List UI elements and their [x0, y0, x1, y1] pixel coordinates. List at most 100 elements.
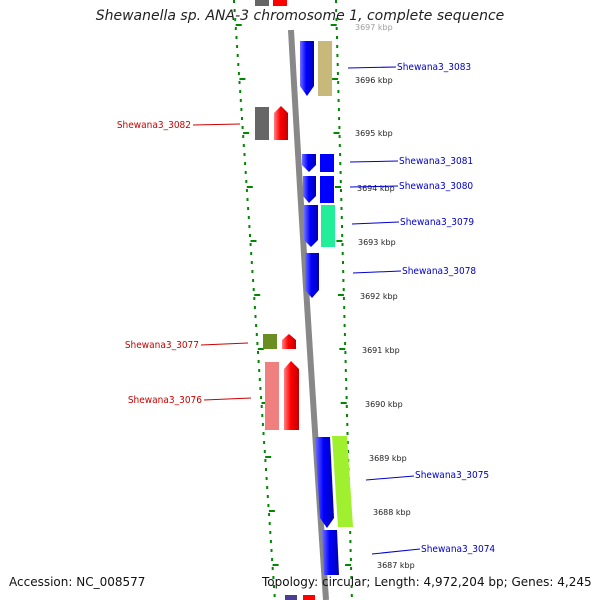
ruler-dot — [336, 45, 339, 48]
ruler-dot — [339, 171, 342, 174]
ruler-dot — [346, 432, 349, 435]
ruler-major-tick — [332, 78, 339, 80]
ruler-major-tick — [254, 294, 261, 296]
ruler-dot — [336, 63, 339, 66]
ruler-dot — [343, 306, 346, 309]
accession-text: Accession: NC_008577 — [9, 575, 146, 589]
label-leader-line — [351, 221, 400, 225]
ruler-dot — [335, 0, 337, 3]
gene-shewana3-3076[interactable]: Shewana3_3076 — [128, 361, 299, 430]
sequence-ruler — [233, 0, 353, 597]
kbp-label: 3690 kbp — [365, 400, 403, 409]
ruler-dot — [236, 45, 239, 48]
gene-label[interactable]: Shewana3_3082 — [117, 120, 191, 131]
gene-shewana3-3083[interactable]: Shewana3_3083 — [300, 41, 471, 96]
gene-arrow-forward[interactable] — [304, 205, 318, 247]
gene-shewana3-3082[interactable]: Shewana3_3082 — [117, 106, 288, 140]
ruler-dot — [253, 306, 256, 309]
ruler-dot — [245, 180, 248, 183]
ruler-dot — [341, 243, 344, 246]
ruler-dot — [260, 396, 263, 399]
ruler-dot — [239, 90, 242, 93]
gene-arrow-reverse[interactable] — [282, 334, 296, 349]
partial-gene-arrow — [273, 0, 287, 6]
ruler-dot — [336, 54, 339, 57]
ruler-dot — [261, 414, 264, 417]
gene-label[interactable]: Shewana3_3083 — [397, 62, 471, 73]
ruler-dot — [265, 468, 267, 471]
gene-label[interactable]: Shewana3_3078 — [402, 266, 476, 277]
ruler-dot — [349, 558, 352, 561]
gene-shewana3-3081[interactable]: Shewana3_3081 — [302, 154, 473, 172]
gene-shewana3-3075[interactable]: Shewana3_3075 — [315, 436, 489, 528]
cog-box — [318, 41, 332, 96]
ruler-dot — [239, 99, 242, 102]
partial-top-features — [255, 0, 315, 600]
ruler-dot — [338, 117, 341, 120]
ruler-dot — [337, 90, 340, 93]
ruler-dot — [233, 9, 236, 12]
gene-shewana3-3080[interactable]: Shewana3_3080 — [303, 176, 473, 203]
ruler-dot — [252, 288, 255, 291]
cog-box — [263, 334, 277, 349]
label-leader-line — [349, 160, 399, 163]
ruler-dot — [343, 333, 346, 336]
ruler-dot — [256, 342, 259, 345]
ruler-dot — [269, 540, 272, 543]
gene-label[interactable]: Shewana3_3074 — [421, 544, 495, 555]
ruler-dot — [246, 198, 249, 201]
ruler-dot — [237, 72, 240, 75]
ruler-dot — [349, 549, 352, 552]
gene-label[interactable]: Shewana3_3081 — [399, 156, 473, 167]
ruler-dot — [271, 558, 274, 561]
gene-arrow-forward[interactable] — [303, 176, 316, 203]
gene-arrow-forward[interactable] — [315, 437, 334, 528]
ruler-dot — [340, 207, 343, 210]
ruler-dot — [338, 126, 341, 129]
gene-label[interactable]: Shewana3_3080 — [399, 181, 473, 192]
gene-label[interactable]: Shewana3_3079 — [400, 217, 474, 228]
ruler-major-tick — [265, 456, 272, 458]
ruler-dot — [344, 369, 347, 372]
gene-shewana3-3077[interactable]: Shewana3_3077 — [125, 334, 296, 351]
gene-label[interactable]: Shewana3_3077 — [125, 340, 199, 351]
ruler-dot — [243, 153, 246, 156]
ruler-dot — [273, 594, 276, 597]
gene-shewana3-3078[interactable]: Shewana3_3078 — [305, 253, 476, 298]
gene-arrow-forward[interactable] — [322, 530, 339, 575]
ruler-dot — [335, 18, 338, 21]
ruler-dot — [342, 297, 345, 300]
gene-label[interactable]: Shewana3_3075 — [415, 470, 489, 481]
ruler-dot — [261, 423, 264, 426]
ruler-major-tick — [239, 78, 246, 80]
ruler-dot — [236, 54, 239, 57]
ruler-major-tick — [330, 24, 337, 26]
kbp-label: 3692 kbp — [360, 292, 398, 301]
gene-label[interactable]: Shewana3_3076 — [128, 395, 202, 406]
gene-arrow-reverse[interactable] — [274, 106, 288, 140]
ruler-major-tick — [339, 348, 346, 350]
gene-shewana3-3074[interactable]: Shewana3_3074 — [322, 530, 495, 575]
gene-arrow-forward[interactable] — [305, 253, 319, 298]
kbp-label: 3694 kbp — [357, 184, 395, 193]
cog-box — [265, 362, 279, 430]
ruler-major-tick — [335, 186, 341, 188]
ruler-major-tick — [345, 564, 352, 566]
partial-gene-arrow — [303, 595, 315, 600]
ruler-dot — [252, 279, 255, 282]
label-leader-line — [365, 475, 415, 481]
ruler-dot — [340, 198, 343, 201]
ruler-dot — [336, 36, 338, 39]
ruler-dot — [345, 378, 348, 381]
gene-shewana3-3079[interactable]: Shewana3_3079 — [304, 205, 474, 247]
ruler-dot — [264, 459, 267, 462]
ruler-dot — [350, 567, 353, 570]
cog-box — [255, 107, 269, 140]
gene-arrow-forward[interactable] — [300, 41, 314, 96]
ruler-dot — [250, 261, 253, 264]
gene-arrow-reverse[interactable] — [284, 361, 299, 430]
ruler-dot — [255, 333, 258, 336]
ruler-dot — [258, 378, 261, 381]
gene-arrow-forward[interactable] — [302, 154, 316, 172]
